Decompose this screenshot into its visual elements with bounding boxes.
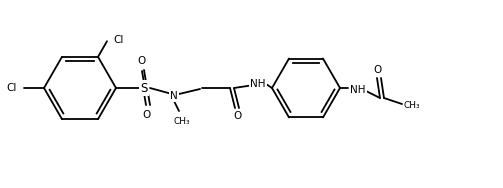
Text: Cl: Cl	[114, 35, 124, 45]
Text: NH: NH	[350, 85, 366, 95]
Text: O: O	[143, 110, 151, 120]
Text: O: O	[138, 56, 146, 66]
Text: S: S	[140, 82, 148, 95]
Text: N: N	[170, 91, 178, 101]
Text: O: O	[374, 65, 382, 75]
Text: Cl: Cl	[7, 83, 17, 93]
Text: O: O	[234, 111, 242, 121]
Text: NH: NH	[250, 79, 266, 89]
Text: CH₃: CH₃	[404, 101, 421, 109]
Text: CH₃: CH₃	[174, 118, 190, 127]
